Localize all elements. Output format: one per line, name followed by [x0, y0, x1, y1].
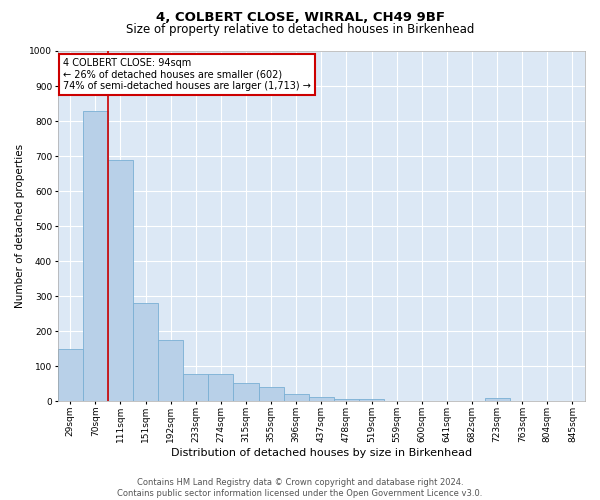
Bar: [485, 398, 509, 402]
Bar: [309, 397, 334, 402]
Bar: [183, 374, 208, 402]
Text: 4, COLBERT CLOSE, WIRRAL, CH49 9BF: 4, COLBERT CLOSE, WIRRAL, CH49 9BF: [155, 11, 445, 24]
Text: Size of property relative to detached houses in Birkenhead: Size of property relative to detached ho…: [126, 22, 474, 36]
Y-axis label: Number of detached properties: Number of detached properties: [15, 144, 25, 308]
Bar: [208, 374, 233, 402]
Bar: [233, 383, 259, 402]
Bar: [284, 394, 309, 402]
Text: 4 COLBERT CLOSE: 94sqm
← 26% of detached houses are smaller (602)
74% of semi-de: 4 COLBERT CLOSE: 94sqm ← 26% of detached…: [63, 58, 311, 91]
Bar: [259, 388, 284, 402]
Bar: [158, 340, 183, 402]
X-axis label: Distribution of detached houses by size in Birkenhead: Distribution of detached houses by size …: [171, 448, 472, 458]
Bar: [83, 110, 108, 402]
Bar: [58, 349, 83, 402]
Bar: [359, 398, 384, 402]
Bar: [108, 160, 133, 402]
Bar: [133, 304, 158, 402]
Text: Contains HM Land Registry data © Crown copyright and database right 2024.
Contai: Contains HM Land Registry data © Crown c…: [118, 478, 482, 498]
Bar: [334, 398, 359, 402]
